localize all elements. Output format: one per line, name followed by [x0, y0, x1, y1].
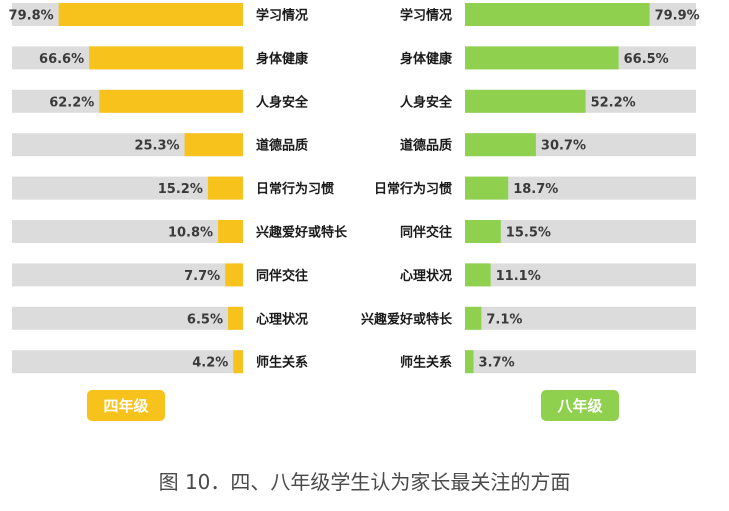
grade8-chart: 79.9% 学习情况 66.5% 身体健康 52.2% 人身安全 30.7% 道德品质 18.7…	[361, 3, 700, 374]
grade8-value-label-1: 66.5%	[624, 52, 669, 67]
grade8-category-label-7: 兴趣爱好或特长	[361, 311, 453, 327]
grade8-value-label-6: 11.1%	[496, 269, 541, 284]
grade8-category-label-2: 人身安全	[400, 94, 453, 110]
grade8-category-label-6: 心理状况	[400, 268, 452, 284]
grade4-value-label-1: 66.6%	[39, 52, 84, 67]
grade4-value-label-7: 6.5%	[187, 312, 223, 327]
grade8-bar-8	[465, 350, 474, 374]
grade8-category-label-4: 日常行为习惯	[374, 181, 452, 197]
grade8-category-label-0: 学习情况	[400, 8, 452, 24]
grade8-value-label-0: 79.9%	[655, 9, 700, 24]
grade4-category-label-0: 学习情况	[256, 8, 308, 24]
grade8-category-label-5: 同伴交往	[400, 225, 452, 241]
grade4-value-label-6: 7.7%	[184, 269, 220, 284]
grade4-track-4	[12, 176, 243, 200]
grade4-bar-5	[218, 220, 243, 243]
grade4-bar-6	[225, 263, 243, 287]
grade4-chart: 79.8% 学习情况 66.6% 身体健康 62.2% 人身安全 25.3% 道德品质 15.2…	[9, 3, 348, 374]
grade4-bar-3	[184, 133, 243, 157]
figure-caption: 图 10．四、八年级学生认为家长最关注的方面	[158, 470, 571, 494]
grade4-track-7	[12, 306, 243, 330]
grade8-track-4	[465, 176, 696, 200]
legend-badges: 四年级 八年级	[87, 390, 619, 421]
grade4-category-label-8: 师生关系	[256, 355, 308, 371]
grade4-category-label-5: 兴趣爱好或特长	[256, 225, 348, 241]
grade8-value-label-8: 3.7%	[479, 356, 515, 371]
grade8-bar-5	[465, 220, 501, 243]
grade4-badge-label: 四年级	[103, 397, 149, 415]
grade8-value-label-5: 15.5%	[506, 226, 551, 241]
grade8-badge-label: 八年级	[556, 397, 603, 415]
grade8-track-8	[465, 350, 696, 374]
grade8-category-label-8: 师生关系	[400, 355, 452, 371]
grade8-bar-4	[465, 176, 509, 200]
grade4-bar-2	[99, 89, 244, 113]
grade4-category-label-1: 身体健康	[256, 51, 309, 67]
grade4-bar-0	[58, 3, 243, 26]
grade4-value-label-2: 62.2%	[49, 95, 94, 110]
grade8-track-6	[465, 263, 696, 287]
grade4-track-5	[12, 220, 243, 243]
grade4-bar-1	[89, 46, 244, 70]
grade8-bar-6	[465, 263, 491, 287]
grade8-category-label-1: 身体健康	[400, 51, 453, 67]
grade4-badge	[87, 390, 165, 421]
grade8-value-label-7: 7.1%	[486, 312, 522, 327]
grade4-bar-7	[227, 306, 243, 330]
grade4-category-label-4: 日常行为习惯	[256, 181, 334, 197]
grade4-track-8	[12, 350, 243, 374]
bar-chart: 79.8% 学习情况 66.6% 身体健康 62.2% 人身安全 25.3% 道德品质 15.2…	[9, 3, 700, 421]
grade4-category-label-2: 人身安全	[256, 94, 309, 110]
grade8-value-label-2: 52.2%	[591, 95, 636, 110]
grade4-bar-4	[207, 176, 243, 200]
grade4-value-label-8: 4.2%	[192, 356, 228, 371]
grade4-value-label-4: 15.2%	[158, 182, 203, 197]
grade4-bar-8	[233, 350, 243, 374]
grade8-category-label-3: 道德品质	[400, 138, 452, 154]
grade8-bar-2	[465, 89, 586, 113]
grade8-value-label-4: 18.7%	[513, 182, 558, 197]
grade4-value-label-5: 10.8%	[168, 226, 213, 241]
grade4-category-label-6: 同伴交往	[256, 268, 308, 284]
grade4-value-label-0: 79.8%	[9, 9, 54, 24]
grade8-bar-3	[465, 133, 536, 157]
grade4-category-label-7: 心理状况	[256, 311, 308, 327]
grade8-bar-7	[465, 306, 482, 330]
grade8-bar-0	[465, 3, 650, 26]
grade8-track-7	[465, 306, 696, 330]
grade4-category-label-3: 道德品质	[256, 138, 308, 154]
grade8-track-5	[465, 220, 696, 243]
grade8-bar-1	[465, 46, 619, 70]
grade4-value-label-3: 25.3%	[134, 139, 179, 154]
grade8-value-label-3: 30.7%	[541, 139, 586, 154]
grade8-badge	[541, 390, 619, 421]
grade4-track-6	[12, 263, 243, 287]
